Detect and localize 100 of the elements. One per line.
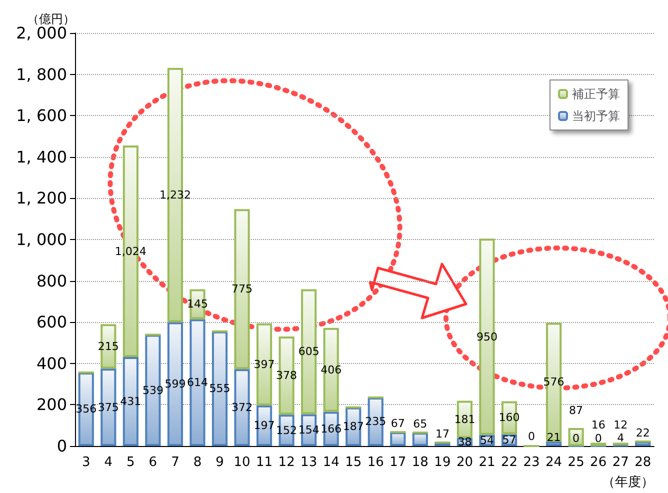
x-tick-label: 20 [456,455,473,470]
data-label: 1,232 [159,188,191,202]
legend-label: 補正予算 [572,87,620,101]
data-label: 67 [390,417,405,430]
x-tick-label: 7 [171,455,180,470]
x-tick-label: 24 [546,455,562,470]
y-tick-label: 800 [36,271,67,290]
y-tick-label: 1, 000 [16,230,67,249]
bar [256,323,272,406]
data-label: 576 [543,376,564,389]
x-tick-label: 5 [126,455,135,470]
bar [167,322,184,446]
y-tick-label: 0 [56,436,67,456]
bar [234,369,250,446]
bar [256,405,272,446]
data-label: 54 [480,434,494,447]
data-label: 375 [98,400,119,414]
x-tick-label: 19 [434,455,451,470]
y-axis-title: （億円） [27,12,75,26]
y-tick-label: 600 [36,312,67,332]
data-label: 950 [476,330,498,344]
bar [145,334,161,446]
data-label: 605 [298,345,320,358]
data-label: 197 [254,419,275,432]
x-tick-label: 28 [634,455,652,470]
x-tick-label: 8 [193,455,202,470]
x-tick-label: 27 [612,455,629,470]
y-tick-label: 1, 200 [16,188,67,208]
x-tick-label: 9 [216,455,224,470]
data-label: 0 [528,430,536,443]
x-tick-label: 14 [322,455,340,470]
bar [479,238,495,435]
data-label: 356 [76,402,97,416]
data-label: 775 [232,282,253,296]
bar [190,319,206,446]
data-label: 38 [458,436,472,449]
bar [390,432,406,446]
x-tick-label: 10 [234,455,250,470]
x-tick-label: 15 [345,455,362,470]
data-label: 406 [320,363,342,376]
bar [78,372,94,446]
bar [100,324,116,369]
bar [100,368,116,446]
bar [278,336,294,415]
data-label: 21 [546,431,561,444]
data-label: 1,024 [114,244,146,258]
data-label: 215 [98,340,119,353]
data-label: 187 [342,420,364,434]
bar [301,289,317,414]
x-tick-label: 17 [390,455,406,470]
bar [368,397,384,446]
bar [212,331,228,446]
data-label: 614 [186,376,208,390]
data-label: 145 [186,298,208,311]
bar [412,432,428,446]
data-label: 372 [232,401,253,414]
x-tick-label: 4 [104,455,113,470]
data-label: 555 [209,382,230,396]
data-label: 397 [254,358,275,371]
data-label: 65 [413,418,428,431]
data-label: 152 [276,424,298,437]
bar [568,428,584,446]
data-label: 378 [276,369,298,382]
y-tick-label: 400 [36,354,67,373]
data-label: 22 [636,426,650,440]
data-label: 4 [617,432,624,445]
legend-label: 当初予算 [572,109,620,123]
data-label: 87 [569,404,584,418]
bar [301,414,317,446]
x-tick-label: 26 [590,455,607,470]
x-tick-label: 18 [412,455,428,470]
x-tick-label: 23 [523,455,540,470]
data-label: 599 [164,378,186,391]
data-label: 0 [594,432,602,445]
bar [122,357,138,446]
y-tick-label: 1, 600 [16,106,67,126]
data-label: 57 [502,434,516,447]
y-tick-label: 1, 800 [16,64,67,84]
x-tick-label: 3 [82,455,90,470]
x-tick-label: 13 [300,455,318,470]
data-label: 16 [591,418,606,432]
data-label: 539 [142,384,164,397]
x-tick-label: 22 [500,455,518,470]
x-tick-label: 21 [478,455,496,470]
bar [234,209,250,370]
bar [323,328,339,412]
y-tick-label: 200 [36,395,67,414]
x-tick-label: 16 [367,455,384,470]
data-label: 12 [614,418,628,432]
data-label: 154 [298,424,320,437]
x-tick-label: 25 [568,455,584,470]
x-tick-label: 12 [278,455,295,470]
data-label: 0 [572,432,580,445]
data-label: 17 [435,427,450,440]
x-tick-label: 6 [148,455,158,470]
data-label: 160 [498,411,520,424]
x-tick-label: 11 [256,455,273,470]
x-axis-title: （年度） [602,474,654,490]
data-label: 181 [454,412,476,426]
bar [546,322,562,442]
